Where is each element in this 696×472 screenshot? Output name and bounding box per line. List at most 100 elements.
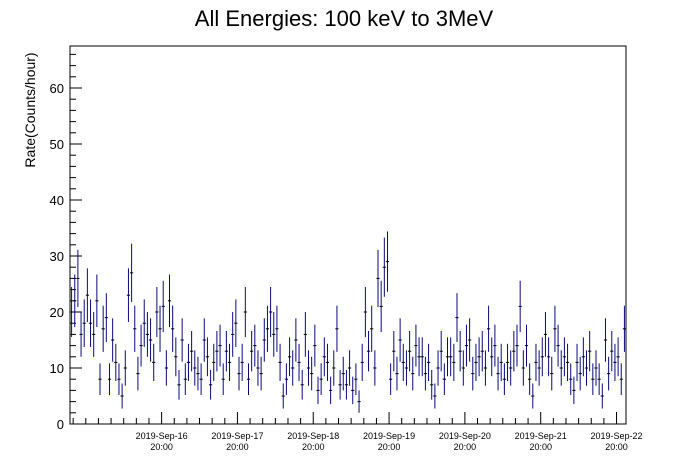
- data-point: [202, 318, 206, 362]
- data-point: [123, 350, 127, 386]
- data-point: [395, 356, 399, 391]
- data-point: [221, 363, 225, 396]
- data-point: [319, 363, 323, 396]
- data-point: [404, 350, 409, 386]
- data-point: [439, 331, 443, 372]
- data-point: [303, 312, 307, 357]
- data-point: [183, 363, 187, 396]
- data-point: [550, 356, 554, 391]
- data-point: [477, 337, 481, 377]
- data-point: [622, 305, 626, 352]
- data-point: [227, 343, 232, 381]
- data-point: [338, 369, 342, 400]
- x-tick-date: 2019-Sep-20: [439, 431, 491, 441]
- data-point: [578, 356, 582, 391]
- data-point: [426, 343, 431, 381]
- data-point: [490, 337, 494, 377]
- data-point: [458, 331, 462, 372]
- data-point: [496, 356, 500, 391]
- data-point: [275, 305, 279, 352]
- data-point: [464, 324, 469, 367]
- data-point: [120, 383, 124, 409]
- plot-frame: [69, 45, 627, 425]
- data-point: [167, 274, 172, 328]
- data-point: [158, 305, 162, 352]
- data-point: [468, 318, 472, 362]
- data-point: [366, 331, 371, 372]
- data-points: [70, 231, 626, 413]
- y-tick-label: 60: [50, 81, 64, 96]
- data-point: [581, 337, 585, 377]
- x-tick-time: 20:00: [454, 442, 477, 452]
- data-point: [565, 343, 570, 381]
- data-point: [281, 383, 285, 409]
- data-point: [543, 312, 548, 357]
- data-point: [619, 363, 623, 396]
- data-point: [373, 350, 377, 386]
- data-point: [616, 337, 620, 377]
- data-point: [76, 249, 80, 307]
- data-point: [559, 350, 563, 386]
- data-point: [502, 363, 506, 396]
- data-point: [114, 343, 118, 381]
- data-point: [534, 343, 538, 381]
- data-point: [433, 383, 437, 409]
- data-point: [505, 343, 510, 381]
- data-point: [537, 350, 541, 386]
- x-tick-time: 20:00: [226, 442, 249, 452]
- data-point: [180, 318, 184, 362]
- data-point: [474, 343, 478, 381]
- data-point: [518, 280, 522, 333]
- data-point: [107, 363, 112, 396]
- data-point: [461, 350, 465, 386]
- data-point: [101, 305, 105, 352]
- y-tick-label: 0: [57, 417, 64, 432]
- data-point: [408, 331, 412, 372]
- chart-title: All Energies: 100 keV to 3MeV: [195, 6, 494, 31]
- data-point: [600, 383, 604, 409]
- data-point: [512, 331, 516, 372]
- data-point: [313, 324, 317, 367]
- data-point: [250, 331, 254, 372]
- data-point: [471, 356, 475, 391]
- data-point: [155, 286, 159, 338]
- data-point: [360, 343, 364, 381]
- data-point: [306, 350, 311, 386]
- data-point: [354, 363, 358, 396]
- y-tick-label: 20: [50, 305, 64, 320]
- data-point: [287, 337, 292, 377]
- data-point: [240, 343, 244, 381]
- data-point: [445, 337, 450, 377]
- data-point: [351, 376, 355, 405]
- data-point: [190, 331, 194, 372]
- data-point: [177, 369, 181, 400]
- data-point: [398, 318, 402, 362]
- data-point: [174, 337, 178, 377]
- x-tick-time: 20:00: [302, 442, 325, 452]
- data-point: [379, 280, 383, 333]
- data-point: [515, 324, 519, 367]
- data-point: [417, 337, 421, 377]
- data-point: [186, 343, 191, 381]
- data-point: [82, 299, 86, 347]
- data-point: [92, 312, 96, 357]
- data-point: [591, 363, 595, 396]
- data-point: [569, 363, 573, 396]
- x-tick-time: 20:00: [529, 442, 552, 452]
- data-point: [284, 363, 288, 396]
- data-point: [411, 356, 415, 391]
- data-point: [389, 363, 393, 396]
- data-point: [449, 337, 453, 377]
- x-tick-time: 20:00: [150, 442, 173, 452]
- data-point: [199, 363, 203, 396]
- y-tick-label: 10: [50, 361, 64, 376]
- data-point: [332, 350, 336, 386]
- data-point: [246, 363, 251, 396]
- x-tick-date: 2019-Sep-17: [211, 431, 263, 441]
- data-point: [234, 299, 238, 347]
- y-tick-label: 30: [50, 249, 64, 264]
- data-point: [205, 337, 209, 377]
- data-point: [572, 376, 576, 405]
- x-axis: 2019-Sep-1620:002019-Sep-1720:002019-Sep…: [72, 412, 643, 452]
- data-point: [603, 318, 608, 362]
